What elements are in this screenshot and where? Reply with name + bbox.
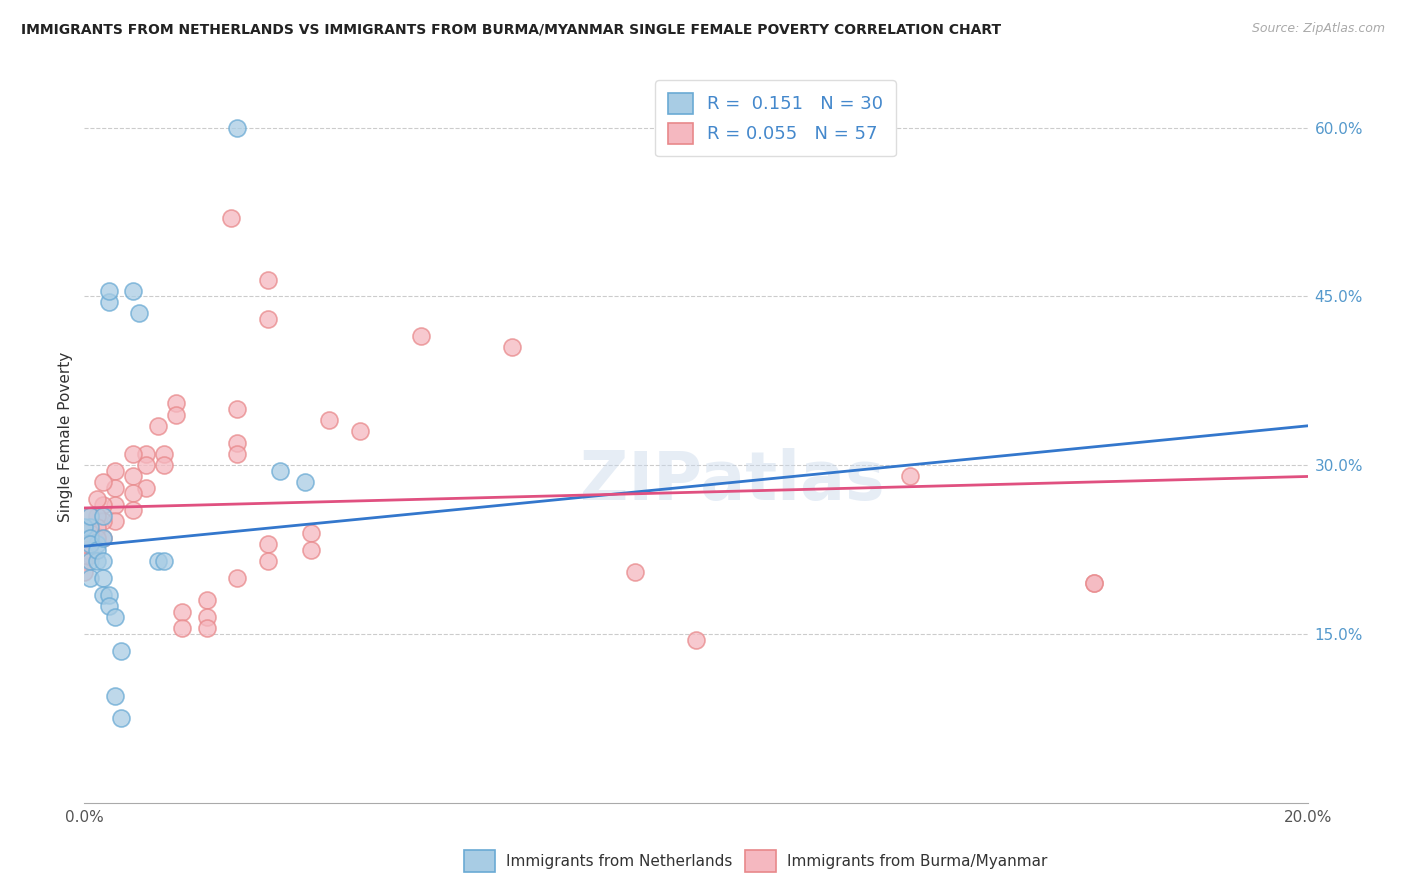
Text: Source: ZipAtlas.com: Source: ZipAtlas.com	[1251, 22, 1385, 36]
Point	[299, 542, 322, 557]
Point	[299, 525, 322, 540]
Point	[79, 520, 101, 534]
Point	[91, 475, 114, 489]
Text: IMMIGRANTS FROM NETHERLANDS VS IMMIGRANTS FROM BURMA/MYANMAR SINGLE FEMALE POVER: IMMIGRANTS FROM NETHERLANDS VS IMMIGRANT…	[21, 22, 1001, 37]
Point	[91, 532, 114, 546]
Point	[195, 610, 218, 624]
Point	[257, 537, 280, 551]
Point	[146, 554, 169, 568]
Point	[86, 508, 108, 523]
Point	[172, 621, 194, 635]
Point	[685, 632, 707, 647]
Point	[226, 447, 249, 461]
Point	[79, 525, 101, 540]
Point	[226, 571, 249, 585]
Point	[135, 458, 157, 473]
Point	[1083, 576, 1105, 591]
Point	[165, 396, 187, 410]
Point	[135, 481, 157, 495]
Point	[257, 554, 280, 568]
Point	[104, 464, 127, 478]
Point	[128, 306, 150, 320]
Point	[86, 532, 108, 546]
Point	[269, 464, 291, 478]
Point	[86, 520, 108, 534]
Point	[91, 508, 114, 523]
Point	[146, 418, 169, 433]
Point	[153, 458, 176, 473]
Point	[1083, 576, 1105, 591]
Text: Immigrants from Burma/Myanmar: Immigrants from Burma/Myanmar	[787, 854, 1047, 869]
Point	[104, 515, 127, 529]
Point	[898, 469, 921, 483]
Point	[73, 525, 96, 540]
Point	[91, 588, 114, 602]
Point	[122, 447, 145, 461]
Point	[257, 312, 280, 326]
Point	[79, 532, 101, 546]
Point	[79, 537, 101, 551]
Point	[91, 571, 114, 585]
Point	[79, 537, 101, 551]
Point	[104, 610, 127, 624]
Point	[91, 554, 114, 568]
Point	[86, 542, 108, 557]
Point	[104, 689, 127, 703]
Point	[226, 120, 249, 135]
Point	[135, 447, 157, 461]
Point	[73, 554, 96, 568]
Point	[73, 565, 96, 579]
Point	[97, 284, 120, 298]
Point	[79, 508, 101, 523]
Point	[91, 515, 114, 529]
Point	[172, 605, 194, 619]
Point	[122, 284, 145, 298]
Point	[104, 481, 127, 495]
Point	[91, 532, 114, 546]
Y-axis label: Single Female Poverty: Single Female Poverty	[58, 352, 73, 522]
Text: ZIPatlas: ZIPatlas	[581, 448, 884, 514]
Point	[318, 413, 340, 427]
Point	[104, 498, 127, 512]
Point	[122, 486, 145, 500]
Point	[79, 508, 101, 523]
Point	[91, 498, 114, 512]
Point	[73, 542, 96, 557]
Point	[226, 401, 249, 416]
Point	[502, 340, 524, 354]
Point	[79, 554, 101, 568]
Point	[79, 548, 101, 562]
Point	[624, 565, 647, 579]
Point	[73, 520, 96, 534]
Point	[195, 593, 218, 607]
Point	[110, 644, 132, 658]
Point	[226, 435, 249, 450]
Point	[97, 295, 120, 310]
Point	[153, 554, 176, 568]
Point	[86, 554, 108, 568]
Legend: R =  0.151   N = 30, R = 0.055   N = 57: R = 0.151 N = 30, R = 0.055 N = 57	[655, 80, 896, 156]
Point	[122, 469, 145, 483]
Point	[257, 272, 280, 286]
Point	[349, 425, 371, 439]
Text: Immigrants from Netherlands: Immigrants from Netherlands	[506, 854, 733, 869]
Point	[153, 447, 176, 461]
Point	[409, 328, 432, 343]
Point	[195, 621, 218, 635]
Point	[219, 211, 242, 225]
Point	[110, 711, 132, 725]
Point	[294, 475, 316, 489]
Point	[165, 408, 187, 422]
Point	[122, 503, 145, 517]
Point	[86, 537, 108, 551]
Point	[79, 571, 101, 585]
Point	[97, 588, 120, 602]
Point	[86, 491, 108, 506]
Point	[97, 599, 120, 613]
